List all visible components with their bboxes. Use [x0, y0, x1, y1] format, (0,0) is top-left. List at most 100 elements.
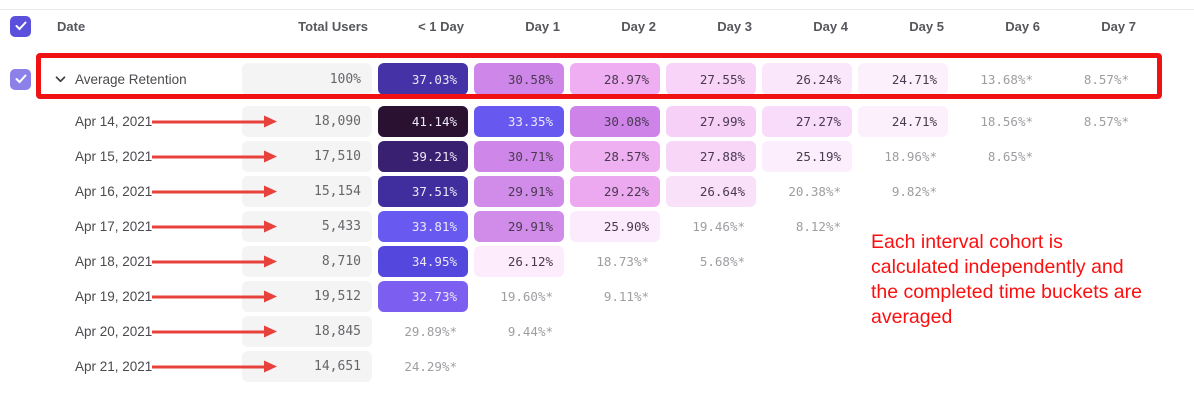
column-header-day-5: Day 5 [909, 18, 944, 34]
row-label-cell: Apr 19, 2021 [36, 289, 242, 304]
arrow-head-icon [264, 220, 277, 233]
column-header-total-users: Total Users [298, 18, 368, 34]
check-icon [15, 74, 26, 84]
arrow-head-icon [264, 150, 277, 163]
annotation-arrow [152, 150, 277, 163]
retention-value-cell[interactable]: 26.24% [762, 63, 852, 95]
select-all-checkbox[interactable] [10, 15, 31, 37]
retention-value-cell[interactable]: 24.29%* [404, 359, 457, 374]
annotation-text-line: calculated independently and [871, 256, 1124, 278]
annotation-text-line: averaged [871, 306, 953, 328]
arrow-head-icon [264, 325, 277, 338]
retention-value-cell[interactable]: 37.03% [378, 63, 468, 95]
retention-value-cell[interactable]: 28.57% [570, 141, 660, 172]
row-label-cell: Apr 20, 2021 [36, 324, 242, 339]
retention-value-cell[interactable]: 8.57%* [1083, 71, 1129, 87]
annotation-arrow [152, 255, 277, 268]
column-header-day-3: Day 3 [717, 18, 752, 34]
annotation-text: Each interval cohort is calculated indepe… [871, 230, 1191, 330]
column-header-day-4: Day 4 [813, 18, 848, 34]
annotation-arrow [152, 185, 277, 198]
arrow-head-icon [264, 115, 277, 128]
cohort-row: Apr 18, 2021 8,710 34.95% 26.12% 18.73%* 5.68… [0, 244, 1194, 279]
column-header-date: Date [57, 18, 86, 34]
retention-value-cell[interactable]: 5.68%* [699, 254, 745, 269]
retention-value-cell[interactable]: 29.89%* [404, 324, 457, 339]
retention-value-cell[interactable]: 41.14% [378, 106, 468, 137]
retention-value-cell[interactable]: 26.64% [666, 176, 756, 207]
retention-value-cell[interactable]: 29.91% [474, 211, 564, 242]
retention-value-cell[interactable]: 25.19% [762, 141, 852, 172]
row-label: Apr 17, 2021 [75, 219, 153, 234]
retention-value-cell[interactable]: 9.44%* [507, 324, 553, 339]
retention-value-cell[interactable]: 33.35% [474, 106, 564, 137]
retention-value-cell[interactable]: 24.71% [858, 106, 948, 137]
retention-value-cell[interactable]: 27.55% [666, 63, 756, 95]
row-label-cell: Apr 15, 2021 [36, 149, 242, 164]
retention-value-cell[interactable]: 18.56%* [980, 114, 1033, 129]
retention-value-cell[interactable]: 34.95% [378, 246, 468, 277]
row-select-cell [0, 68, 36, 90]
retention-value-cell[interactable]: 37.51% [378, 176, 468, 207]
row-label-cell: Apr 16, 2021 [36, 184, 242, 199]
row-label: Apr 15, 2021 [75, 149, 153, 164]
column-header-day-6: Day 6 [1005, 18, 1040, 34]
cohort-row: Apr 14, 2021 18,090 41.14% 33.35% 30.08% 27.9… [0, 104, 1194, 139]
retention-value-cell[interactable]: 9.82%* [891, 184, 937, 199]
retention-value-cell[interactable]: 28.97% [570, 63, 660, 95]
row-label-cell: Apr 14, 2021 [36, 114, 242, 129]
retention-value-cell[interactable]: 13.68%* [980, 71, 1033, 87]
row-label: Apr 20, 2021 [75, 324, 153, 339]
annotation-text-line: the completed time buckets are [871, 281, 1142, 303]
retention-value-cell[interactable]: 32.73% [378, 281, 468, 312]
retention-value-cell[interactable]: 30.08% [570, 106, 660, 137]
retention-value-cell[interactable]: 30.71% [474, 141, 564, 172]
retention-value-cell[interactable]: 18.96%* [884, 149, 937, 164]
retention-value-cell[interactable]: 8.12%* [795, 219, 841, 234]
retention-value-cell[interactable]: 27.99% [666, 106, 756, 137]
row-label: Apr 21, 2021 [75, 359, 153, 374]
retention-value-cell[interactable]: 19.60%* [500, 289, 553, 304]
average-row-checkbox[interactable] [10, 68, 31, 90]
arrow-head-icon [264, 360, 277, 373]
column-header-day-2: Day 2 [621, 18, 656, 34]
retention-value-cell[interactable]: 39.21% [378, 141, 468, 172]
chevron-down-icon[interactable] [55, 76, 66, 83]
retention-value-cell[interactable]: 19.46%* [692, 219, 745, 234]
retention-value-cell[interactable]: 8.57%* [1083, 114, 1129, 129]
arrow-head-icon [264, 255, 277, 268]
retention-value-cell[interactable]: 29.91% [474, 176, 564, 207]
retention-value-cell[interactable]: 30.58% [474, 63, 564, 95]
arrow-head-icon [264, 185, 277, 198]
retention-value-cell[interactable]: 20.38%* [788, 184, 841, 199]
cohort-row: Apr 21, 2021 14,651 24.29%* [0, 349, 1194, 384]
retention-value-cell[interactable]: 33.81% [378, 211, 468, 242]
row-label-cell: Apr 17, 2021 [36, 219, 242, 234]
retention-value-cell[interactable]: 25.90% [570, 211, 660, 242]
total-users-cell: 17,510 [242, 141, 372, 172]
row-label: Apr 19, 2021 [75, 289, 153, 304]
retention-value-cell[interactable]: 8.65%* [987, 149, 1033, 164]
row-label-cell: Apr 18, 2021 [36, 254, 242, 269]
annotation-text-line: Each interval cohort is [871, 231, 1063, 253]
column-header-day-7: Day 7 [1101, 18, 1136, 34]
row-label: Average Retention [75, 71, 187, 87]
cohort-row: Apr 17, 2021 5,433 33.81% 29.91% 25.90% 19.46… [0, 209, 1194, 244]
total-users-cell: 100% [242, 63, 372, 95]
annotation-arrow [152, 115, 277, 128]
cohort-row: Apr 15, 2021 17,510 39.21% 30.71% 28.57% 27.8… [0, 139, 1194, 174]
retention-value-cell[interactable]: 27.88% [666, 141, 756, 172]
retention-value-cell[interactable]: 24.71% [858, 63, 948, 95]
retention-table: Date Total Users < 1 Day Day 1 Day 2 Day 3 Day… [0, 9, 1194, 384]
table-body: Average Retention 100% 37.03% 30.58% 28.97% 2… [0, 56, 1194, 384]
retention-value-cell[interactable]: 9.11%* [603, 289, 649, 304]
table-header-row: Date Total Users < 1 Day Day 1 Day 2 Day 3 Day… [0, 10, 1194, 40]
retention-value-cell[interactable]: 26.12% [474, 246, 564, 277]
retention-value-cell[interactable]: 29.22% [570, 176, 660, 207]
retention-value-cell[interactable]: 18.73%* [596, 254, 649, 269]
annotation-arrow [152, 325, 277, 338]
average-retention-row: Average Retention 100% 37.03% 30.58% 28.97% 2… [0, 56, 1194, 102]
annotation-arrow [152, 360, 277, 373]
retention-value-cell[interactable]: 27.27% [762, 106, 852, 137]
